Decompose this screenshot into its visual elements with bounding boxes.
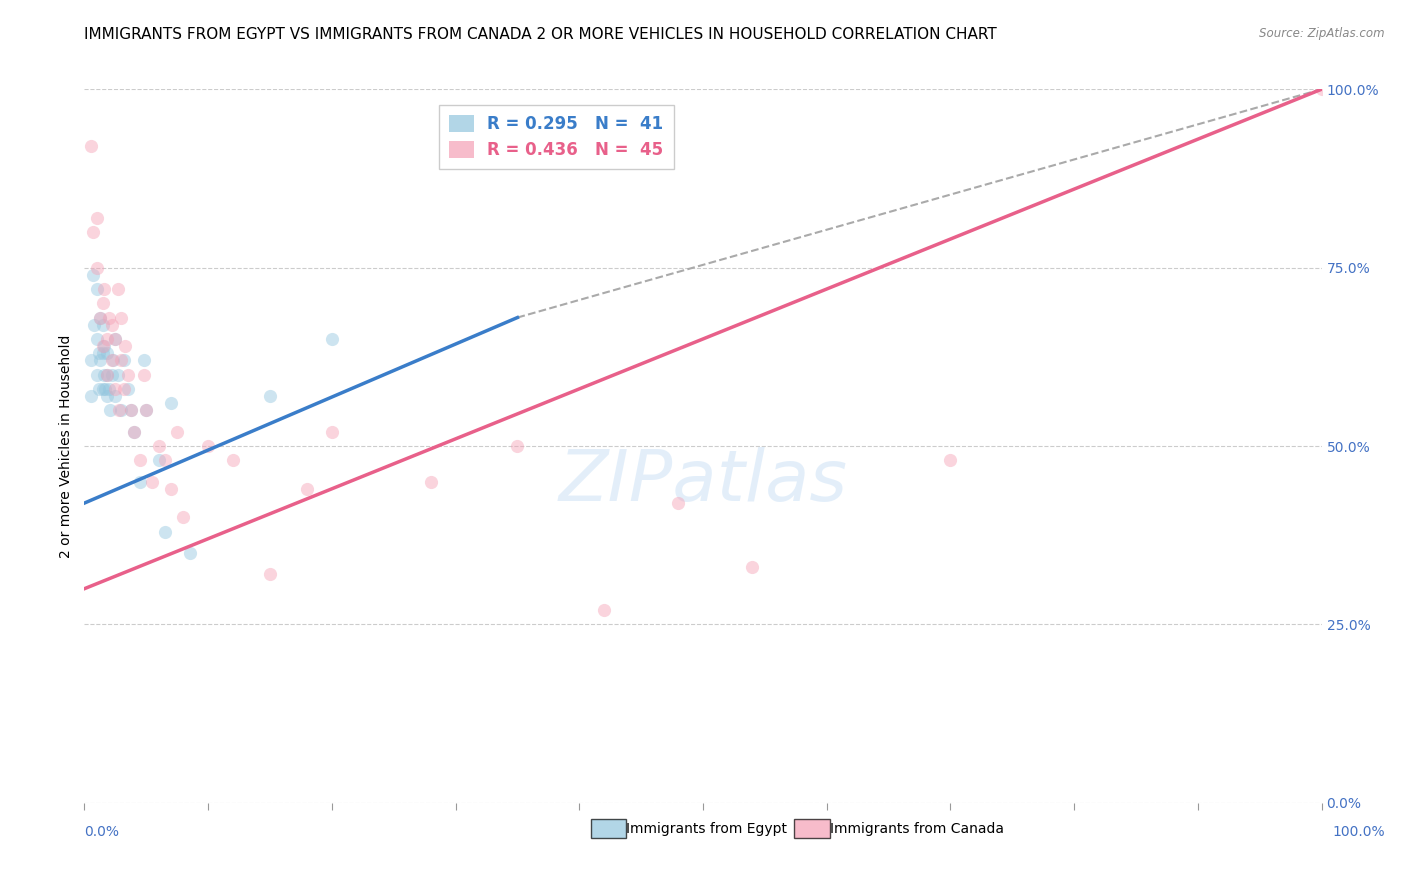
Point [86, 260, 108, 275]
Point [89, 346, 111, 360]
Point [96, 368, 118, 382]
Point [91, 339, 114, 353]
Point [506, 439, 529, 453]
Point [93, 282, 115, 296]
Text: Source: ZipAtlas.com: Source: ZipAtlas.com [1260, 27, 1385, 40]
Point [135, 403, 157, 417]
Point [79, 353, 101, 368]
Point [79, 139, 101, 153]
Point [94, 382, 117, 396]
Point [141, 475, 163, 489]
Point [166, 425, 188, 439]
Point [259, 567, 281, 582]
Point [197, 439, 219, 453]
Text: IMMIGRANTS FROM EGYPT VS IMMIGRANTS FROM CANADA 2 OR MORE VEHICLES IN HOUSEHOLD : IMMIGRANTS FROM EGYPT VS IMMIGRANTS FROM… [84, 27, 997, 42]
Point [172, 510, 194, 524]
Point [110, 310, 132, 325]
Point [98, 382, 121, 396]
Point [741, 560, 763, 574]
Point [1310, 82, 1333, 96]
Point [93, 339, 115, 353]
Point [160, 482, 183, 496]
Point [98, 403, 121, 417]
Point [91, 382, 114, 396]
Text: 100.0%: 100.0% [1333, 825, 1385, 839]
Text: Immigrants from Canada: Immigrants from Canada [830, 822, 1004, 836]
Point [117, 368, 139, 382]
Text: 0.0%: 0.0% [84, 825, 120, 839]
Point [148, 453, 170, 467]
Point [114, 339, 136, 353]
Point [86, 282, 108, 296]
Point [104, 389, 127, 403]
Point [160, 396, 183, 410]
Point [148, 439, 170, 453]
Point [129, 453, 152, 467]
Point [86, 368, 108, 382]
Point [101, 353, 124, 368]
Point [89, 310, 111, 325]
Point [93, 368, 115, 382]
Point [91, 296, 114, 310]
Point [122, 425, 145, 439]
Point [179, 546, 201, 560]
Point [104, 382, 127, 396]
Point [153, 524, 176, 539]
Point [153, 453, 176, 467]
Point [120, 403, 142, 417]
Point [112, 382, 135, 396]
Point [120, 403, 142, 417]
Point [96, 332, 118, 346]
Point [321, 332, 343, 346]
Point [82, 268, 104, 282]
Point [108, 403, 131, 417]
Point [259, 389, 281, 403]
Point [295, 482, 318, 496]
Point [86, 211, 108, 225]
Point [98, 310, 121, 325]
Point [117, 382, 139, 396]
Point [79, 389, 101, 403]
Point [135, 403, 157, 417]
Point [122, 425, 145, 439]
Point [104, 332, 127, 346]
Point [100, 368, 122, 382]
Point [110, 353, 132, 368]
Point [222, 453, 245, 467]
Point [419, 475, 441, 489]
Point [100, 353, 122, 368]
Point [939, 453, 962, 467]
Point [132, 368, 155, 382]
Point [321, 425, 343, 439]
Point [104, 332, 127, 346]
Text: ZIPatlas: ZIPatlas [558, 447, 848, 516]
Legend: R = 0.295   N =  41, R = 0.436   N =  45: R = 0.295 N = 41, R = 0.436 N = 45 [439, 104, 673, 169]
Point [96, 368, 118, 382]
Point [593, 603, 616, 617]
Point [112, 353, 135, 368]
Point [107, 368, 129, 382]
Point [91, 346, 114, 360]
Point [96, 346, 118, 360]
Point [110, 403, 132, 417]
Point [129, 475, 152, 489]
Point [89, 353, 111, 368]
Point [89, 310, 111, 325]
Point [82, 225, 104, 239]
Point [666, 496, 689, 510]
Y-axis label: 2 or more Vehicles in Household: 2 or more Vehicles in Household [59, 334, 73, 558]
Point [83, 318, 105, 332]
Point [86, 332, 108, 346]
Text: Immigrants from Egypt: Immigrants from Egypt [626, 822, 787, 836]
Point [107, 282, 129, 296]
Point [132, 353, 155, 368]
Point [96, 389, 118, 403]
Point [100, 318, 122, 332]
Point [89, 382, 111, 396]
Point [91, 318, 114, 332]
